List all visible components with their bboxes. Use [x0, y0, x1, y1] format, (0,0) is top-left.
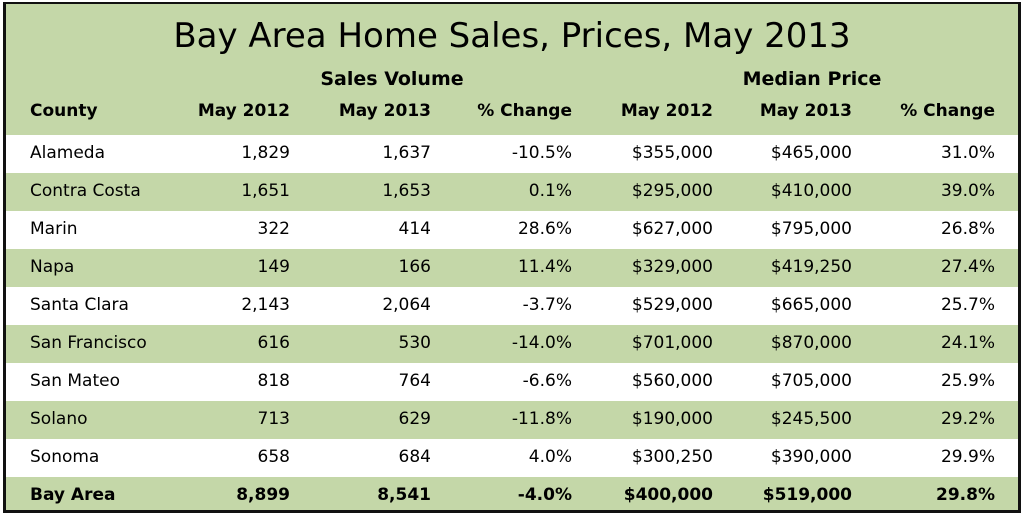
- table-cell: $400,000: [623, 485, 713, 505]
- table-cell: -11.8%: [511, 409, 572, 429]
- table-cell: $245,500: [770, 409, 852, 429]
- table-title: Bay Area Home Sales, Prices, May 2013: [173, 16, 851, 56]
- table-cell: 818: [257, 371, 290, 391]
- table-cell: 0.1%: [528, 181, 572, 201]
- table-row: Solano 713 629 -11.8% $190,000 $245,500 29.2%: [6, 401, 1018, 439]
- table-cell: 629: [398, 409, 431, 429]
- column-header: County: [30, 101, 98, 121]
- table-cell: $410,000: [770, 181, 852, 201]
- county-name: San Francisco: [30, 333, 147, 353]
- county-name: Santa Clara: [30, 295, 129, 315]
- table-cell: $390,000: [770, 447, 852, 467]
- table-cell: 27.4%: [940, 257, 995, 277]
- table-cell: $329,000: [631, 257, 713, 277]
- table-cell: -6.6%: [522, 371, 572, 391]
- group-header-sales-volume: Sales Volume: [320, 68, 464, 90]
- county-name: Alameda: [30, 143, 105, 163]
- table-cell: 764: [398, 371, 431, 391]
- table-cell: 8,899: [236, 485, 290, 505]
- table-cell: $701,000: [631, 333, 713, 353]
- table-cell: 29.9%: [940, 447, 995, 467]
- table-cell: 25.7%: [940, 295, 995, 315]
- table-cell: $419,250: [770, 257, 852, 277]
- column-header: May 2013: [759, 101, 852, 121]
- table-cell: 31.0%: [940, 143, 995, 163]
- table-cell: 684: [398, 447, 431, 467]
- table-row: Napa 149 166 11.4% $329,000 $419,250 27.4%: [6, 249, 1018, 287]
- group-header-median-price: Median Price: [742, 68, 882, 90]
- table-cell: 2,143: [241, 295, 290, 315]
- table-cell: -10.5%: [511, 143, 572, 163]
- table-cell: 1,637: [382, 143, 431, 163]
- table-cell: 166: [398, 257, 431, 277]
- county-name: Bay Area: [30, 485, 116, 505]
- table-row: Contra Costa 1,651 1,653 0.1% $295,000 $410,0…: [6, 173, 1018, 211]
- table-cell: $519,000: [762, 485, 852, 505]
- table-cell: $295,000: [631, 181, 713, 201]
- column-header: May 2012: [197, 101, 290, 121]
- table-cell: -14.0%: [511, 333, 572, 353]
- table-cell: $300,250: [631, 447, 713, 467]
- table-cell: 658: [257, 447, 290, 467]
- county-name: San Mateo: [30, 371, 120, 391]
- column-header: May 2012: [620, 101, 713, 121]
- table-cell: 25.9%: [940, 371, 995, 391]
- column-header: May 2013: [338, 101, 431, 121]
- table-cell: 28.6%: [517, 219, 572, 239]
- table-cell: 713: [257, 409, 290, 429]
- table-row: Santa Clara 2,143 2,064 -3.7% $529,000 $665,0…: [6, 287, 1018, 325]
- table-cell: 26.8%: [940, 219, 995, 239]
- table-cell: 1,653: [382, 181, 431, 201]
- sales-table: Bay Area Home Sales, Prices, May 2013 Sa…: [3, 2, 1021, 513]
- table-cell: 530: [398, 333, 431, 353]
- table-cell: $560,000: [631, 371, 713, 391]
- table-cell: $705,000: [770, 371, 852, 391]
- table-cell: 39.0%: [940, 181, 995, 201]
- table-cell: -4.0%: [517, 485, 572, 505]
- table-cell: 29.8%: [936, 485, 995, 505]
- table-row: Marin 322 414 28.6% $627,000 $795,000 26.8%: [6, 211, 1018, 249]
- table-cell: $529,000: [631, 295, 713, 315]
- table-row: Alameda 1,829 1,637 -10.5% $355,000 $465,000 3…: [6, 135, 1018, 173]
- table-cell: 1,829: [241, 143, 290, 163]
- table-cell: 149: [257, 257, 290, 277]
- table-cell: 2,064: [382, 295, 431, 315]
- table-row: San Francisco 616 530 -14.0% $701,000 $870,00…: [6, 325, 1018, 363]
- total-row: Bay Area 8,899 8,541 -4.0% $400,000 $519,000 2…: [6, 477, 1018, 515]
- table-cell: $355,000: [631, 143, 713, 163]
- table-cell: $627,000: [631, 219, 713, 239]
- county-name: Contra Costa: [30, 181, 141, 201]
- county-name: Solano: [30, 409, 88, 429]
- table-cell: 29.2%: [940, 409, 995, 429]
- table-cell: 616: [257, 333, 290, 353]
- county-name: Marin: [30, 219, 78, 239]
- table-cell: $465,000: [770, 143, 852, 163]
- table-cell: $665,000: [770, 295, 852, 315]
- column-header: % Change: [900, 101, 995, 121]
- table-row: San Mateo 818 764 -6.6% $560,000 $705,000 25.9…: [6, 363, 1018, 401]
- table-cell: 4.0%: [528, 447, 572, 467]
- table-cell: 414: [398, 219, 431, 239]
- table-cell: -3.7%: [522, 295, 572, 315]
- county-name: Sonoma: [30, 447, 100, 467]
- table-cell: 24.1%: [940, 333, 995, 353]
- table-row: Sonoma 658 684 4.0% $300,250 $390,000 29.9%: [6, 439, 1018, 477]
- table-cell: 11.4%: [517, 257, 572, 277]
- county-name: Napa: [30, 257, 75, 277]
- table-cell: $190,000: [631, 409, 713, 429]
- column-header: % Change: [477, 101, 572, 121]
- table-cell: 1,651: [241, 181, 290, 201]
- table-cell: 322: [257, 219, 290, 239]
- table-cell: 8,541: [377, 485, 431, 505]
- table-cell: $795,000: [770, 219, 852, 239]
- table-cell: $870,000: [770, 333, 852, 353]
